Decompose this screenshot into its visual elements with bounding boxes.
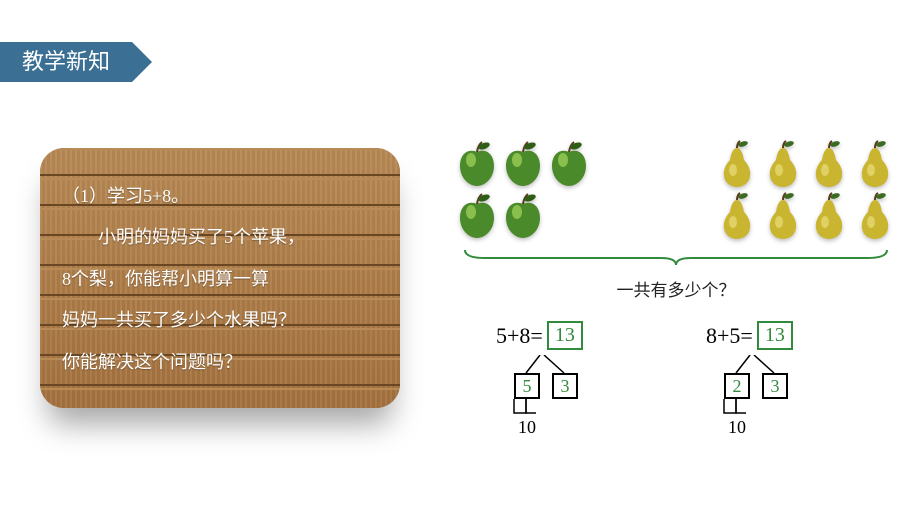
- split-part-2: 3: [552, 373, 578, 399]
- question-text: 一共有多少个？: [456, 276, 896, 301]
- card-line-5: 你能解决这个问题吗？: [62, 352, 242, 372]
- card-line-2: 小明的妈妈买了5个苹果，: [62, 217, 378, 258]
- equation: 8+5= 13 2 3 10: [706, 321, 856, 350]
- split-part-1: 2: [724, 373, 750, 399]
- equation-row: 5+8= 13 5 3 10 8+5= 13: [456, 321, 896, 350]
- pear-icon: [808, 140, 850, 188]
- answer-box: 13: [757, 321, 793, 350]
- equation-expression: 8+5= 13: [706, 321, 856, 350]
- card-line-3: 8个梨，你能帮小明算一算: [62, 269, 269, 289]
- pear-icon: [762, 140, 804, 188]
- split-part-2: 3: [762, 373, 788, 399]
- apple-group: [456, 140, 626, 240]
- brace-icon: [461, 248, 891, 266]
- apple-icon: [502, 140, 544, 188]
- equation: 5+8= 13 5 3 10: [496, 321, 646, 350]
- card-line-1: （1）学习5+8。: [62, 186, 189, 206]
- number-split: 2 3 10: [724, 355, 834, 425]
- banner-arrow-icon: [132, 42, 152, 82]
- problem-card: （1）学习5+8。 小明的妈妈买了5个苹果， 8个梨，你能帮小明算一算 妈妈一共…: [40, 148, 400, 408]
- section-banner: 教学新知: [0, 42, 152, 82]
- banner-title: 教学新知: [0, 42, 132, 82]
- pear-icon: [762, 192, 804, 240]
- illustration-area: 一共有多少个？ 5+8= 13 5 3 10 8+5= 13: [456, 140, 896, 350]
- apple-icon: [502, 192, 544, 240]
- answer-box: 13: [547, 321, 583, 350]
- card-line-4: 妈妈一共买了多少个水果吗？: [62, 310, 296, 330]
- equation-expression: 5+8= 13: [496, 321, 646, 350]
- pear-icon: [808, 192, 850, 240]
- apple-icon: [548, 140, 590, 188]
- fruit-row: [456, 140, 896, 240]
- problem-text: （1）学习5+8。 小明的妈妈买了5个苹果， 8个梨，你能帮小明算一算 妈妈一共…: [62, 176, 378, 383]
- join-bracket-icon: [720, 399, 760, 423]
- join-bracket-icon: [510, 399, 550, 423]
- apple-icon: [456, 192, 498, 240]
- number-split: 5 3 10: [514, 355, 624, 425]
- pear-icon: [854, 140, 896, 188]
- pear-icon: [854, 192, 896, 240]
- apple-icon: [456, 140, 498, 188]
- pear-icon: [716, 140, 758, 188]
- pear-icon: [716, 192, 758, 240]
- expr-text: 8+5=: [706, 323, 753, 349]
- pear-group: [696, 140, 896, 240]
- expr-text: 5+8=: [496, 323, 543, 349]
- split-part-1: 5: [514, 373, 540, 399]
